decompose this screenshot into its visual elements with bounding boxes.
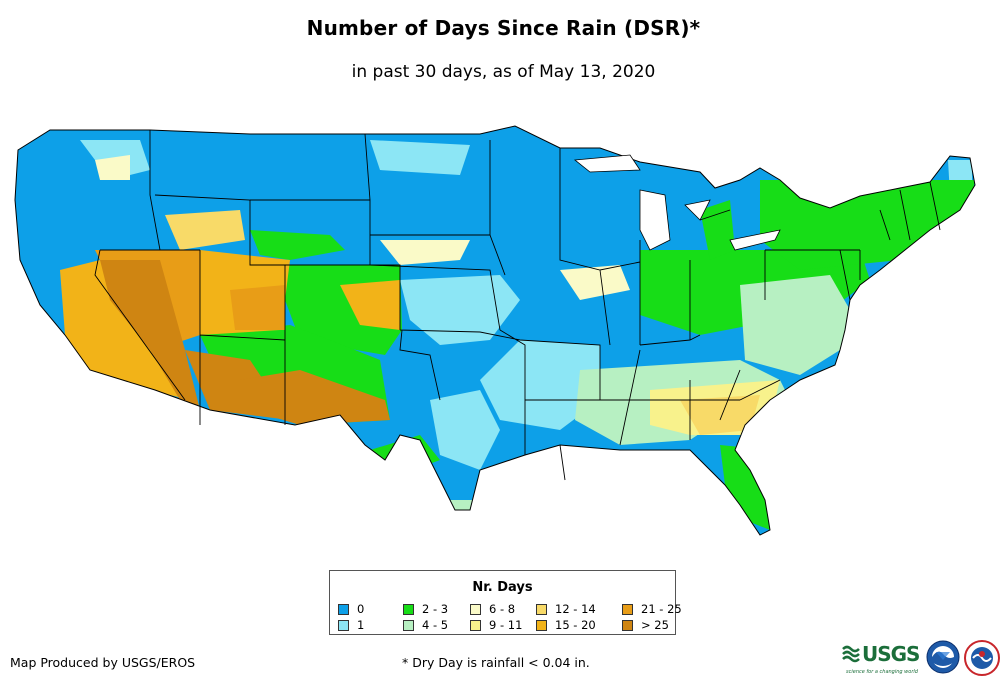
legend-label: 0 (357, 602, 365, 616)
legend-swatch (338, 619, 349, 631)
legend-label: 21 - 25 (641, 602, 682, 616)
dsr-region (100, 260, 200, 410)
usgs-wave-icon (842, 645, 860, 663)
dsr-region (680, 395, 760, 435)
legend-item: 1 (338, 618, 364, 632)
lake (639, 189, 671, 251)
legend-label: 4 - 5 (422, 618, 449, 632)
legend-item: 9 - 11 (470, 618, 522, 632)
noaa-seal-icon (926, 640, 960, 674)
dsr-region (230, 285, 285, 330)
legend-label: 2 - 3 (422, 602, 449, 616)
usgs-tagline: science for a changing world (846, 669, 918, 675)
state-borders (14, 125, 976, 536)
legend-item: 15 - 20 (536, 618, 596, 632)
dsr-region (95, 155, 130, 180)
dsr-region (700, 200, 735, 260)
dsr-region (740, 275, 850, 375)
legend-swatch (338, 603, 349, 615)
usgs-logo: USGS (842, 642, 920, 666)
legend-swatch (470, 603, 481, 615)
dsr-region (165, 210, 245, 250)
legend-swatch (536, 603, 547, 615)
usgs-logo-text: USGS (862, 642, 920, 666)
dsr-region (380, 240, 470, 265)
dsr-region (250, 230, 345, 260)
legend-label: 9 - 11 (489, 618, 523, 632)
credit-text: Map Produced by USGS/EROS (10, 655, 196, 670)
legend-label: > 25 (641, 618, 669, 632)
map-title: Number of Days Since Rain (DSR)* (306, 16, 701, 40)
legend-swatch (622, 603, 633, 615)
legend-swatch (403, 603, 414, 615)
legend-item: 4 - 5 (403, 618, 448, 632)
legend-label: 12 - 14 (555, 602, 596, 616)
legend-swatch (622, 619, 633, 631)
dsr-region (430, 390, 500, 470)
legend: Nr. Days 0 1 2 - 3 4 - 5 6 - 8 9 - 11 12 - 14 1… (329, 570, 682, 635)
legend-label: 6 - 8 (489, 602, 516, 616)
legend-item: 0 (338, 602, 364, 616)
dsr-region (340, 280, 400, 330)
legend-swatch (470, 619, 481, 631)
dsr-region (400, 275, 520, 345)
legend-item: 6 - 8 (470, 602, 515, 616)
legend-item: > 25 (622, 618, 669, 632)
legend-swatch (536, 619, 547, 631)
lake (684, 199, 711, 221)
great-lakes (573, 154, 781, 251)
lake (573, 154, 641, 173)
logos: USGS science for a changing world (842, 636, 1002, 680)
legend-item: 21 - 25 (622, 602, 682, 616)
legend-swatch (403, 619, 414, 631)
dsr-region (560, 265, 630, 300)
legend-item: 12 - 14 (536, 602, 596, 616)
footnote-text: * Dry Day is rainfall < 0.04 in. (402, 655, 590, 670)
dsr-region (720, 445, 770, 530)
state-boundary-lines (94, 130, 941, 481)
dsr-region (60, 260, 190, 400)
lake (729, 229, 781, 251)
dsr-map (14, 125, 976, 536)
map-subtitle: in past 30 days, as of May 13, 2020 (351, 62, 656, 82)
legend-label: 1 (357, 618, 365, 632)
nws-seal-icon (964, 640, 1000, 676)
dsr-region (370, 140, 470, 175)
legend-title: Nr. Days (472, 580, 533, 595)
dsr-fill-layer (15, 126, 975, 535)
legend-label: 15 - 20 (555, 618, 596, 632)
dsr-region (480, 340, 600, 430)
dsr-region (240, 370, 390, 425)
dsr-region (760, 180, 975, 270)
legend-item: 2 - 3 (403, 602, 448, 616)
